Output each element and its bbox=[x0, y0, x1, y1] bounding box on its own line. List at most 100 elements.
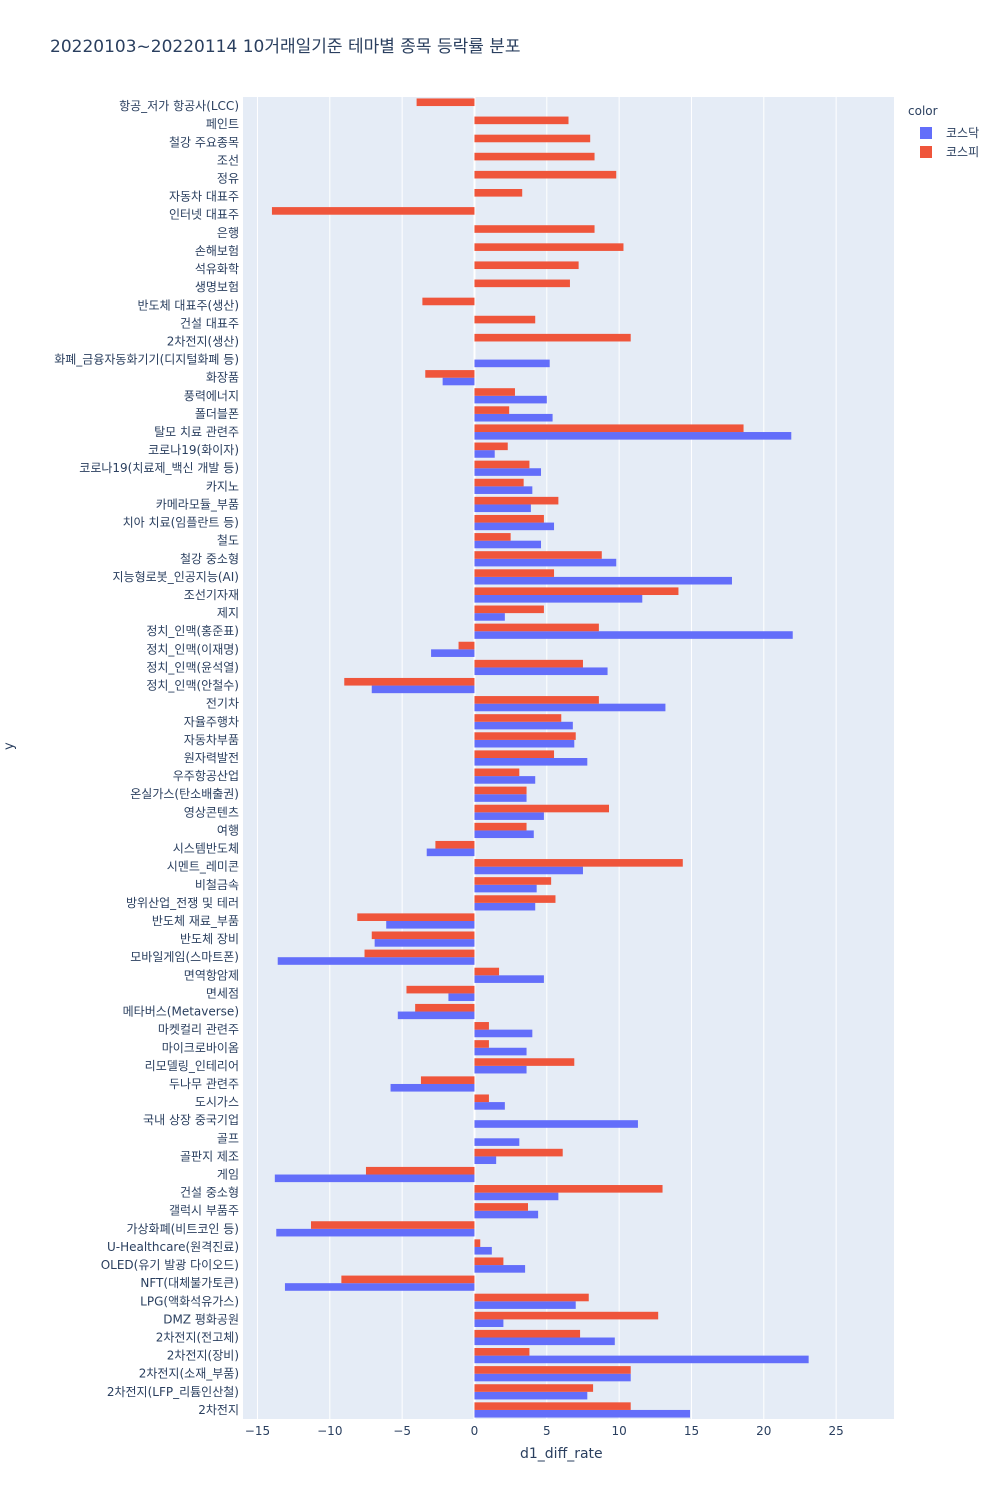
bar-kospi[interactable] bbox=[474, 786, 527, 795]
bar-kospi[interactable] bbox=[474, 768, 520, 777]
bar-kospi[interactable] bbox=[474, 605, 544, 614]
bar-kospi[interactable] bbox=[474, 1022, 489, 1030]
bar-kosdaq[interactable] bbox=[474, 1138, 520, 1146]
bar-kosdaq[interactable] bbox=[474, 794, 527, 802]
bar-kospi[interactable] bbox=[474, 822, 527, 831]
bar-kosdaq[interactable] bbox=[474, 1029, 533, 1038]
bar-kospi[interactable] bbox=[474, 116, 569, 125]
bar-kospi[interactable] bbox=[474, 243, 624, 251]
bar-kosdaq[interactable] bbox=[474, 558, 617, 567]
bar-kospi[interactable] bbox=[474, 877, 552, 885]
bar-kospi[interactable] bbox=[474, 442, 508, 451]
bar-kospi[interactable] bbox=[474, 1094, 489, 1103]
bar-kosdaq[interactable] bbox=[474, 1102, 505, 1110]
bar-kosdaq[interactable] bbox=[474, 975, 544, 983]
bar-kospi[interactable] bbox=[474, 1311, 659, 1320]
bar-kosdaq[interactable] bbox=[474, 776, 536, 784]
bar-kospi[interactable] bbox=[474, 696, 599, 704]
bar-kosdaq[interactable] bbox=[374, 939, 475, 947]
bar-kosdaq[interactable] bbox=[431, 649, 475, 657]
bar-kospi[interactable] bbox=[474, 315, 536, 324]
bar-kospi[interactable] bbox=[357, 913, 475, 921]
bar-kospi[interactable] bbox=[474, 170, 617, 179]
bar-kosdaq[interactable] bbox=[474, 1409, 691, 1418]
bar-kospi[interactable] bbox=[474, 1366, 631, 1374]
bar-kosdaq[interactable] bbox=[474, 432, 792, 440]
bar-kospi[interactable] bbox=[474, 1239, 481, 1247]
bar-kospi[interactable] bbox=[474, 587, 679, 596]
bar-kospi[interactable] bbox=[474, 1348, 530, 1356]
legend-item-kosdaq[interactable]: 코스닥 bbox=[920, 124, 979, 141]
bar-kosdaq[interactable] bbox=[474, 1391, 588, 1400]
bar-kosdaq[interactable] bbox=[474, 1120, 638, 1128]
bar-kospi[interactable] bbox=[458, 641, 475, 650]
bar-kosdaq[interactable] bbox=[390, 1083, 475, 1092]
bar-kospi[interactable] bbox=[341, 1275, 475, 1284]
bar-kospi[interactable] bbox=[474, 551, 602, 559]
bar-kospi[interactable] bbox=[474, 225, 595, 233]
bar-kospi[interactable] bbox=[271, 207, 475, 215]
bar-kospi[interactable] bbox=[474, 1058, 575, 1066]
bar-kospi[interactable] bbox=[474, 1384, 594, 1392]
bar-kospi[interactable] bbox=[474, 1257, 504, 1266]
bar-kosdaq[interactable] bbox=[474, 1065, 527, 1074]
bar-kospi[interactable] bbox=[474, 967, 500, 976]
bar-kosdaq[interactable] bbox=[474, 540, 542, 549]
bar-kosdaq[interactable] bbox=[474, 1265, 526, 1273]
bar-kospi[interactable] bbox=[474, 659, 583, 668]
bar-kospi[interactable] bbox=[474, 1293, 589, 1302]
bar-kospi[interactable] bbox=[474, 1148, 563, 1157]
bar-kospi[interactable] bbox=[474, 460, 530, 469]
bar-kospi[interactable] bbox=[425, 370, 475, 378]
bar-kospi[interactable] bbox=[420, 1076, 475, 1084]
bar-kosdaq[interactable] bbox=[474, 395, 547, 404]
bar-kospi[interactable] bbox=[474, 623, 599, 632]
bar-kospi[interactable] bbox=[474, 478, 524, 487]
bar-kospi[interactable] bbox=[365, 1166, 475, 1175]
bar-kosdaq[interactable] bbox=[474, 884, 537, 893]
bar-kosdaq[interactable] bbox=[474, 486, 533, 494]
bar-kospi[interactable] bbox=[474, 152, 595, 161]
bar-kosdaq[interactable] bbox=[474, 667, 608, 676]
bar-kospi[interactable] bbox=[344, 677, 475, 686]
bar-kospi[interactable] bbox=[474, 750, 555, 758]
bar-kospi[interactable] bbox=[474, 406, 510, 414]
bar-kosdaq[interactable] bbox=[474, 522, 555, 531]
bar-kospi[interactable] bbox=[474, 1185, 663, 1193]
bar-kospi[interactable] bbox=[364, 949, 475, 958]
bar-kospi[interactable] bbox=[474, 424, 744, 433]
legend-item-kospi[interactable]: 코스피 bbox=[920, 143, 979, 160]
bar-kospi[interactable] bbox=[474, 1402, 631, 1410]
bar-kosdaq[interactable] bbox=[474, 631, 793, 639]
bar-kospi[interactable] bbox=[371, 931, 475, 940]
bar-kosdaq[interactable] bbox=[284, 1283, 475, 1291]
bar-kosdaq[interactable] bbox=[474, 703, 666, 712]
bar-kosdaq[interactable] bbox=[474, 1246, 492, 1255]
bar-kospi[interactable] bbox=[474, 1040, 489, 1048]
bar-kospi[interactable] bbox=[474, 732, 576, 740]
bar-kosdaq[interactable] bbox=[474, 739, 575, 748]
bar-kosdaq[interactable] bbox=[474, 613, 505, 621]
bar-kosdaq[interactable] bbox=[474, 1210, 539, 1219]
bar-kospi[interactable] bbox=[474, 279, 570, 288]
bar-kosdaq[interactable] bbox=[474, 1301, 576, 1309]
bar-kosdaq[interactable] bbox=[474, 812, 544, 820]
bar-kospi[interactable] bbox=[474, 859, 683, 867]
bar-kospi[interactable] bbox=[474, 134, 591, 143]
bar-kospi[interactable] bbox=[474, 895, 556, 903]
bar-kosdaq[interactable] bbox=[474, 1373, 631, 1382]
bar-kosdaq[interactable] bbox=[448, 993, 475, 1002]
bar-kosdaq[interactable] bbox=[474, 1156, 497, 1165]
bar-kosdaq[interactable] bbox=[397, 1011, 475, 1020]
bar-kosdaq[interactable] bbox=[442, 377, 475, 386]
bar-kosdaq[interactable] bbox=[474, 468, 542, 476]
bar-kosdaq[interactable] bbox=[474, 504, 531, 513]
bar-kospi[interactable] bbox=[474, 333, 631, 342]
bar-kosdaq[interactable] bbox=[386, 920, 475, 929]
bar-kosdaq[interactable] bbox=[371, 685, 475, 694]
bar-kospi[interactable] bbox=[474, 514, 544, 523]
bar-kospi[interactable] bbox=[474, 496, 559, 505]
bar-kospi[interactable] bbox=[474, 388, 515, 396]
bar-kospi[interactable] bbox=[474, 261, 579, 270]
bar-kosdaq[interactable] bbox=[474, 830, 534, 839]
